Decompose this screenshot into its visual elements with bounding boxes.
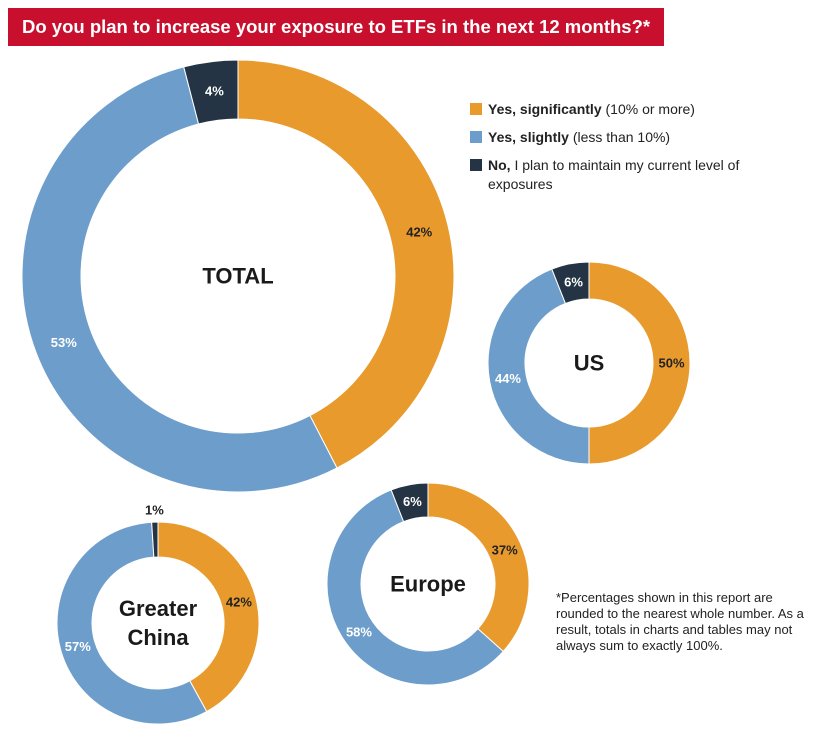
- legend-item-maintain: No, I plan to maintain my current level …: [470, 156, 770, 194]
- slice-total-significantly: [237, 59, 455, 469]
- slice-us-slightly: [487, 268, 590, 465]
- center-label-europe: Europe: [390, 572, 466, 597]
- slice-greater-china-maintain: [151, 521, 159, 558]
- legend-label-rest: I plan to maintain my current level of e…: [488, 157, 740, 192]
- slice-europe-significantly: [427, 482, 530, 653]
- slice-label-us-slightly: 44%: [495, 371, 521, 386]
- donut-us: 50% 44% 6% US: [487, 261, 691, 465]
- legend-swatch-significantly: [470, 103, 482, 115]
- slice-label-total-maintain: 4%: [205, 84, 224, 99]
- slice-label-greater-china-significantly: 42%: [226, 595, 252, 610]
- legend-swatch-slightly: [470, 131, 482, 143]
- slice-us-significantly: [588, 261, 691, 465]
- legend-label-strong: Yes, significantly: [488, 101, 602, 117]
- slice-europe-maintain: [390, 482, 429, 523]
- slice-label-europe-maintain: 6%: [403, 494, 422, 509]
- slice-label-greater-china-slightly: 57%: [65, 639, 91, 654]
- legend-label-strong: No,: [488, 157, 511, 173]
- center-label-greater-china: China: [127, 625, 189, 650]
- slice-label-total-significantly: 42%: [406, 225, 432, 240]
- slice-label-total-slightly: 53%: [51, 335, 77, 350]
- legend-item-significantly: Yes, significantly (10% or more): [470, 100, 770, 119]
- slice-label-us-maintain: 6%: [564, 274, 583, 289]
- slice-europe-slightly: [326, 489, 504, 686]
- legend-label-rest: (less than 10%): [568, 129, 671, 145]
- legend-item-slightly: Yes, slightly (less than 10%): [470, 128, 770, 147]
- donut-europe: 37% 58% 6% Europe: [326, 482, 530, 686]
- slice-total-maintain: [183, 59, 239, 125]
- center-label-greater-china: Greater: [119, 596, 198, 621]
- legend-swatch-maintain: [470, 159, 482, 171]
- slice-greater-china-slightly: [56, 521, 208, 725]
- slice-label-europe-significantly: 37%: [492, 542, 518, 557]
- center-label-total: TOTAL: [202, 264, 273, 289]
- slice-label-europe-slightly: 58%: [346, 624, 372, 639]
- legend-label-strong: Yes, slightly: [488, 129, 569, 145]
- footnote: *Percentages shown in this report are ro…: [556, 590, 804, 653]
- slice-us-maintain: [551, 261, 590, 305]
- slice-greater-china-significantly: [157, 521, 260, 713]
- legend: Yes, significantly (10% or more) Yes, sl…: [470, 100, 770, 203]
- slice-total-slightly: [21, 66, 338, 493]
- legend-label-rest: (10% or more): [601, 101, 695, 117]
- donut-greater-china: 42% 57% 1% Greater China: [56, 503, 260, 725]
- center-label-us: US: [574, 351, 605, 376]
- donut-total: 42% 53% 4% TOTAL: [21, 59, 455, 493]
- chart-title: Do you plan to increase your exposure to…: [8, 8, 665, 46]
- slice-label-us-significantly: 50%: [658, 356, 684, 371]
- slice-label-greater-china-maintain: 1%: [145, 503, 164, 518]
